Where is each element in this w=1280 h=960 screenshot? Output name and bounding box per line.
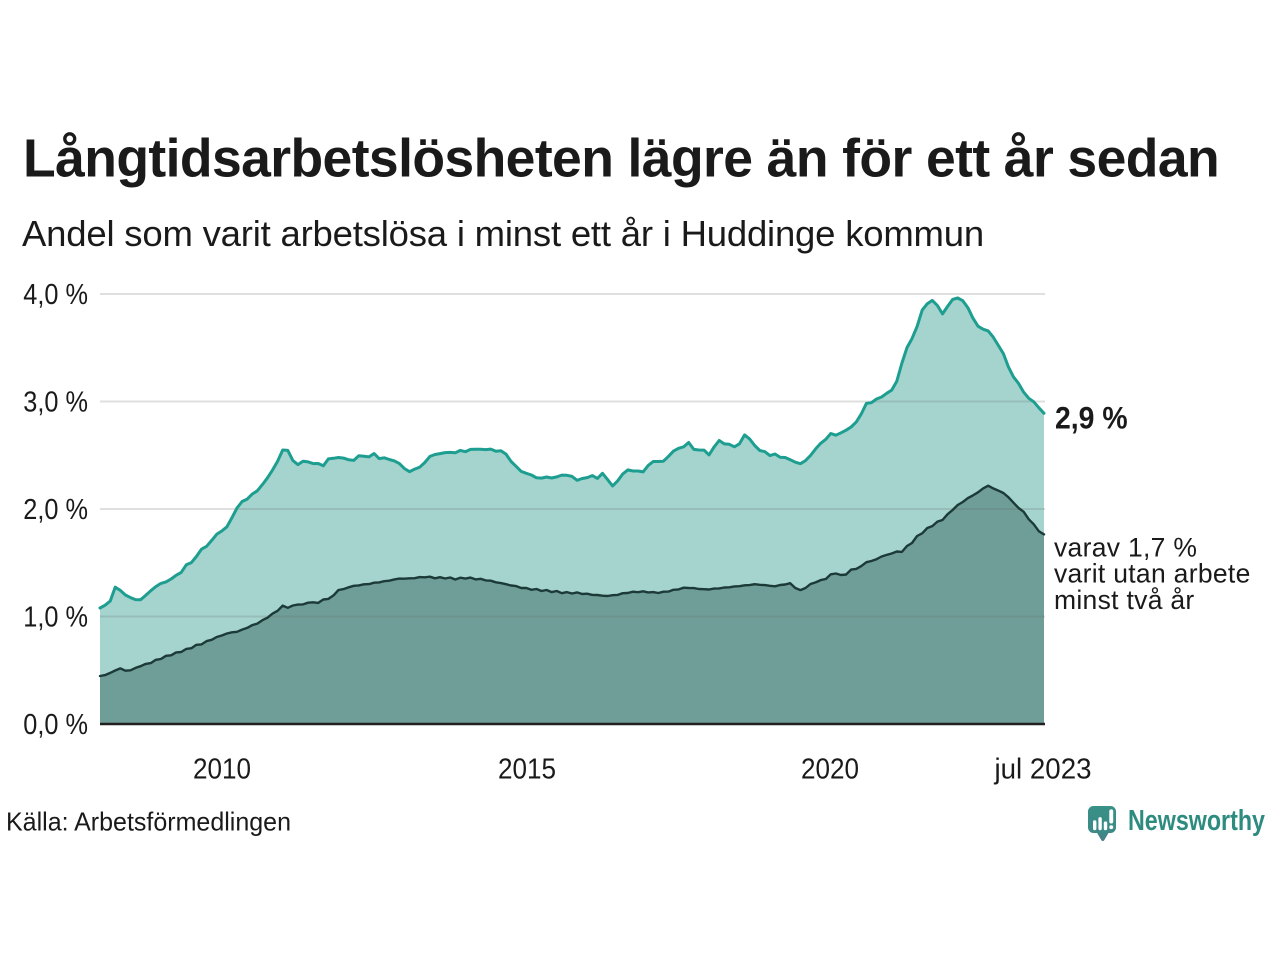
svg-text:1,0 %: 1,0 %: [23, 602, 88, 634]
svg-text:Källa: Arbetsförmedlingen: Källa: Arbetsförmedlingen: [6, 807, 291, 837]
svg-text:jul 2023: jul 2023: [994, 754, 1092, 786]
svg-text:Andel som varit arbetslösa i m: Andel som varit arbetslösa i minst ett å…: [22, 213, 984, 254]
svg-text:4,0 %: 4,0 %: [23, 279, 88, 311]
svg-text:minst två år: minst två år: [1054, 585, 1195, 615]
svg-text:2010: 2010: [193, 754, 251, 786]
svg-text:Newsworthy: Newsworthy: [1128, 805, 1265, 837]
svg-text:2015: 2015: [498, 754, 556, 786]
svg-text:2020: 2020: [801, 754, 859, 786]
svg-text:2,0 %: 2,0 %: [23, 494, 88, 526]
svg-text:Långtidsarbetslösheten lägre ä: Långtidsarbetslösheten lägre än för ett …: [23, 130, 1219, 189]
svg-text:3,0 %: 3,0 %: [23, 387, 88, 419]
svg-text:0,0 %: 0,0 %: [23, 709, 88, 741]
svg-text:varit utan arbete: varit utan arbete: [1054, 559, 1251, 589]
svg-text:varav 1,7 %: varav 1,7 %: [1054, 532, 1197, 562]
svg-text:2,9 %: 2,9 %: [1055, 400, 1128, 436]
